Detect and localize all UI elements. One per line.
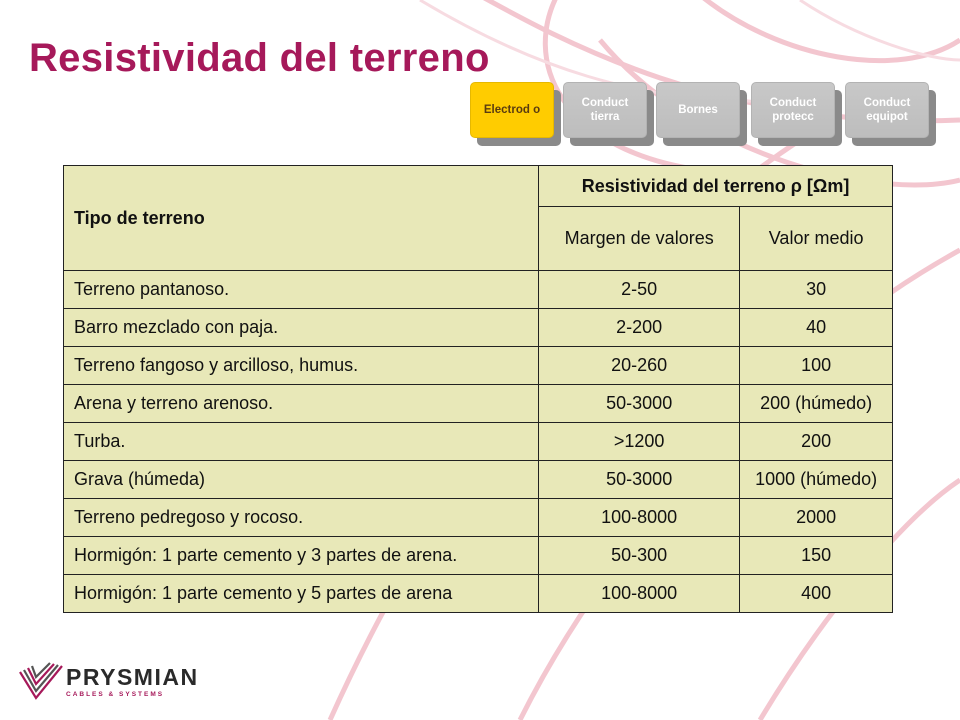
table-row: Terreno pantanoso. 2-50 30 [62,270,893,309]
cell-medio: 400 [739,574,893,613]
cell-margen: 100-8000 [538,498,741,537]
logo-tagline: CABLES & SYSTEMS [66,691,165,698]
cell-margen: >1200 [538,422,741,461]
prysmian-logo-icon [19,662,63,700]
header-margen-valores: Margen de valores [538,206,741,271]
header-valor-medio: Valor medio [739,206,893,271]
table-row: Barro mezclado con paja. 2-200 40 [62,308,893,347]
page-title: Resistividad del terreno [29,36,490,80]
cell-tipo: Terreno fangoso y arcilloso, humus. [62,346,540,385]
cell-tipo: Barro mezclado con paja. [62,308,540,347]
table-row: Grava (húmeda) 50-3000 1000 (húmedo) [62,460,893,499]
tab-conduct-tierra[interactable]: Conduct tierra [563,82,654,146]
table-row: Turba. >1200 200 [62,422,893,461]
cell-medio: 40 [739,308,893,347]
cell-tipo: Grava (húmeda) [62,460,540,499]
cell-tipo: Hormigón: 1 parte cemento y 3 partes de … [62,536,540,575]
cell-tipo: Turba. [62,422,540,461]
cell-medio: 200 [739,422,893,461]
tab-bornes[interactable]: Bornes [656,82,747,146]
tab-conduct-equipot[interactable]: Conduct equipot [845,82,936,146]
cell-medio: 150 [739,536,893,575]
logo-wordmark: PRYSMIAN [66,664,199,690]
cell-tipo: Terreno pantanoso. [62,270,540,309]
tab-bornes-label: Bornes [678,104,718,116]
cell-margen: 50-3000 [538,460,741,499]
tab-conduct-protecc[interactable]: Conduct protecc [751,82,842,146]
cell-margen: 50-300 [538,536,741,575]
cell-medio: 2000 [739,498,893,537]
tab-conduct-tierra-label: Conduct tierra [581,97,629,123]
cell-medio: 200 (húmedo) [739,384,893,423]
prysmian-logo: PRYSMIAN CABLES & SYSTEMS [18,660,258,705]
header-resistividad: Resistividad del terreno ρ [Ωm] [538,164,893,208]
cell-margen: 2-50 [538,270,741,309]
table-row: Terreno fangoso y arcilloso, humus. 20-2… [62,346,893,385]
cell-medio: 1000 (húmedo) [739,460,893,499]
tab-electrodo[interactable]: Electrod o [470,82,561,146]
cell-margen: 50-3000 [538,384,741,423]
cell-margen: 2-200 [538,308,741,347]
cell-margen: 20-260 [538,346,741,385]
cell-tipo: Hormigón: 1 parte cemento y 5 partes de … [62,574,540,613]
cell-margen: 100-8000 [538,574,741,613]
tab-conduct-equipot-label: Conduct equipot [863,97,911,123]
table-row: Terreno pedregoso y rocoso. 100-8000 200… [62,498,893,537]
table-row: Hormigón: 1 parte cemento y 5 partes de … [62,574,893,613]
header-tipo-terreno: Tipo de terreno [62,165,540,271]
cell-tipo: Terreno pedregoso y rocoso. [62,498,540,537]
table-row: Arena y terreno arenoso. 50-3000 200 (hú… [62,384,893,423]
cell-medio: 30 [739,270,893,309]
tab-electrodo-label: Electrod o [483,104,541,116]
cell-medio: 100 [739,346,893,385]
resistivity-table: Tipo de terreno Resistividad del terreno… [62,164,893,613]
tab-conduct-protecc-label: Conduct protecc [769,97,817,123]
cell-tipo: Arena y terreno arenoso. [62,384,540,423]
table-row: Hormigón: 1 parte cemento y 3 partes de … [62,536,893,575]
